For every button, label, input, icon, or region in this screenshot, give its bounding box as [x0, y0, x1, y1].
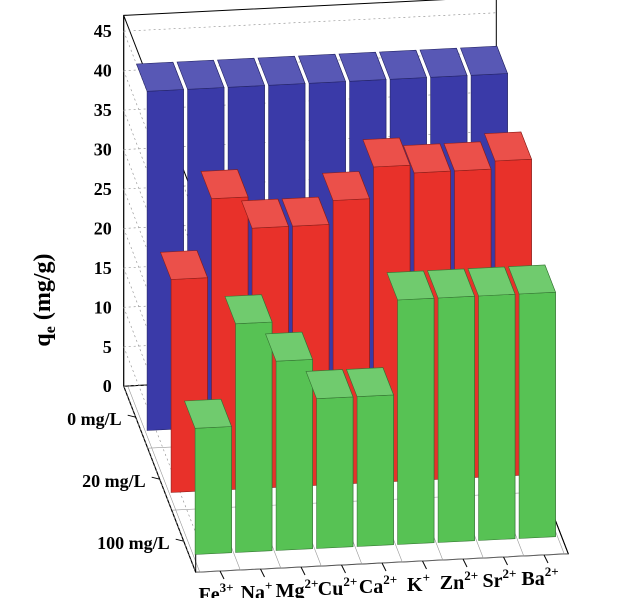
x-tick-label: K+: [407, 570, 430, 596]
bar-top-face: [265, 331, 313, 362]
x-tick-label: Sr2+: [483, 566, 517, 592]
x-tick: [260, 568, 265, 578]
y-tick-label: 5: [103, 337, 112, 357]
x-tick: [543, 554, 549, 564]
bar-top-face: [338, 51, 387, 82]
x-tick-label: Ca2+: [359, 572, 397, 598]
x-tick-label: Cu2+: [318, 574, 358, 598]
bar: [184, 398, 232, 555]
x-tick: [503, 556, 508, 566]
bar-top-face: [403, 143, 451, 174]
chart-labels: 0 5 10 15 20 25 30 35 40 45 0 mg/L 20 mg/L 100 mg/L F…: [67, 21, 558, 598]
bar-front-face: [235, 321, 273, 553]
bar-top-face: [322, 171, 370, 201]
x-tick-label: Na+: [241, 578, 273, 598]
bar-top-face: [241, 198, 289, 229]
bar-front-face: [478, 293, 516, 541]
x-tick: [422, 560, 427, 570]
bar-top-face: [298, 53, 346, 84]
bar-top-face: [467, 266, 516, 297]
x-tick: [341, 564, 346, 574]
gridline: [123, 346, 196, 533]
x-tick-label: Fe3+: [198, 580, 233, 598]
depth-tick-label: 0 mg/L: [67, 409, 122, 429]
y-tick-label: 20: [94, 218, 112, 238]
x-tick-label: Zn2+: [440, 568, 478, 594]
bar-front-face: [194, 426, 232, 555]
bar-front-face: [518, 291, 556, 539]
y-axis-label: qe (mg/g): [30, 253, 59, 346]
bar-top-face: [136, 61, 184, 92]
x-tick: [219, 570, 225, 580]
chart-bars: [136, 45, 556, 555]
y-tick-label: 30: [94, 140, 112, 160]
bar-top-face: [176, 59, 225, 90]
x-tick: [381, 562, 387, 572]
x-tick-label: Mg2+: [276, 576, 319, 598]
bar-front-face: [356, 394, 394, 547]
gridline: [123, 12, 497, 32]
bar: [508, 264, 556, 539]
bar: [224, 294, 273, 553]
y-tick-label: 10: [94, 297, 112, 317]
x-tick-label: Ba2+: [521, 564, 558, 590]
y-tick-label: 15: [94, 258, 112, 278]
y-tick-label: 45: [94, 21, 112, 41]
bar-top-face: [346, 367, 394, 398]
bar-top-face: [224, 294, 273, 325]
floor-grid-line: [127, 385, 201, 573]
depth-tick-label: 20 mg/L: [82, 471, 146, 491]
bar: [386, 270, 435, 545]
depth-tick: [175, 538, 184, 542]
y-tick-label: 25: [94, 179, 112, 199]
y-tick-label: 40: [94, 61, 112, 81]
bar: [467, 266, 516, 541]
bar-top-face: [362, 137, 411, 168]
x-tick: [462, 558, 468, 568]
bar-top-face: [281, 196, 330, 227]
bar-top-face: [217, 57, 265, 88]
bar-top-face: [419, 47, 468, 78]
bar-top-face: [305, 369, 354, 400]
bar-top-face: [484, 131, 532, 162]
bar-front-face: [437, 295, 475, 543]
bar-front-face: [397, 297, 435, 545]
bar-top-face: [460, 45, 508, 76]
bar-top-face: [427, 268, 475, 299]
depth-tick: [127, 414, 136, 418]
bar: [427, 268, 475, 543]
y-tick-label: 0: [103, 376, 112, 396]
bar-front-face: [275, 359, 313, 551]
bar-top-face: [184, 398, 232, 429]
bar-top-face: [379, 49, 427, 80]
x-tick: [300, 566, 306, 576]
bar-top-face: [443, 141, 492, 172]
depth-tick: [151, 476, 160, 480]
depth-tick-label: 100 mg/L: [97, 533, 170, 553]
y-tick-label: 35: [94, 100, 112, 120]
bar-top-face: [200, 169, 249, 200]
bar-top-face: [160, 250, 208, 280]
bar: [346, 367, 394, 547]
bar-top-face: [386, 270, 435, 301]
bar: [305, 369, 354, 549]
bar-top-face: [257, 55, 306, 86]
bar: [265, 331, 313, 551]
bar-top-face: [508, 264, 556, 295]
bar-front-face: [316, 396, 354, 549]
